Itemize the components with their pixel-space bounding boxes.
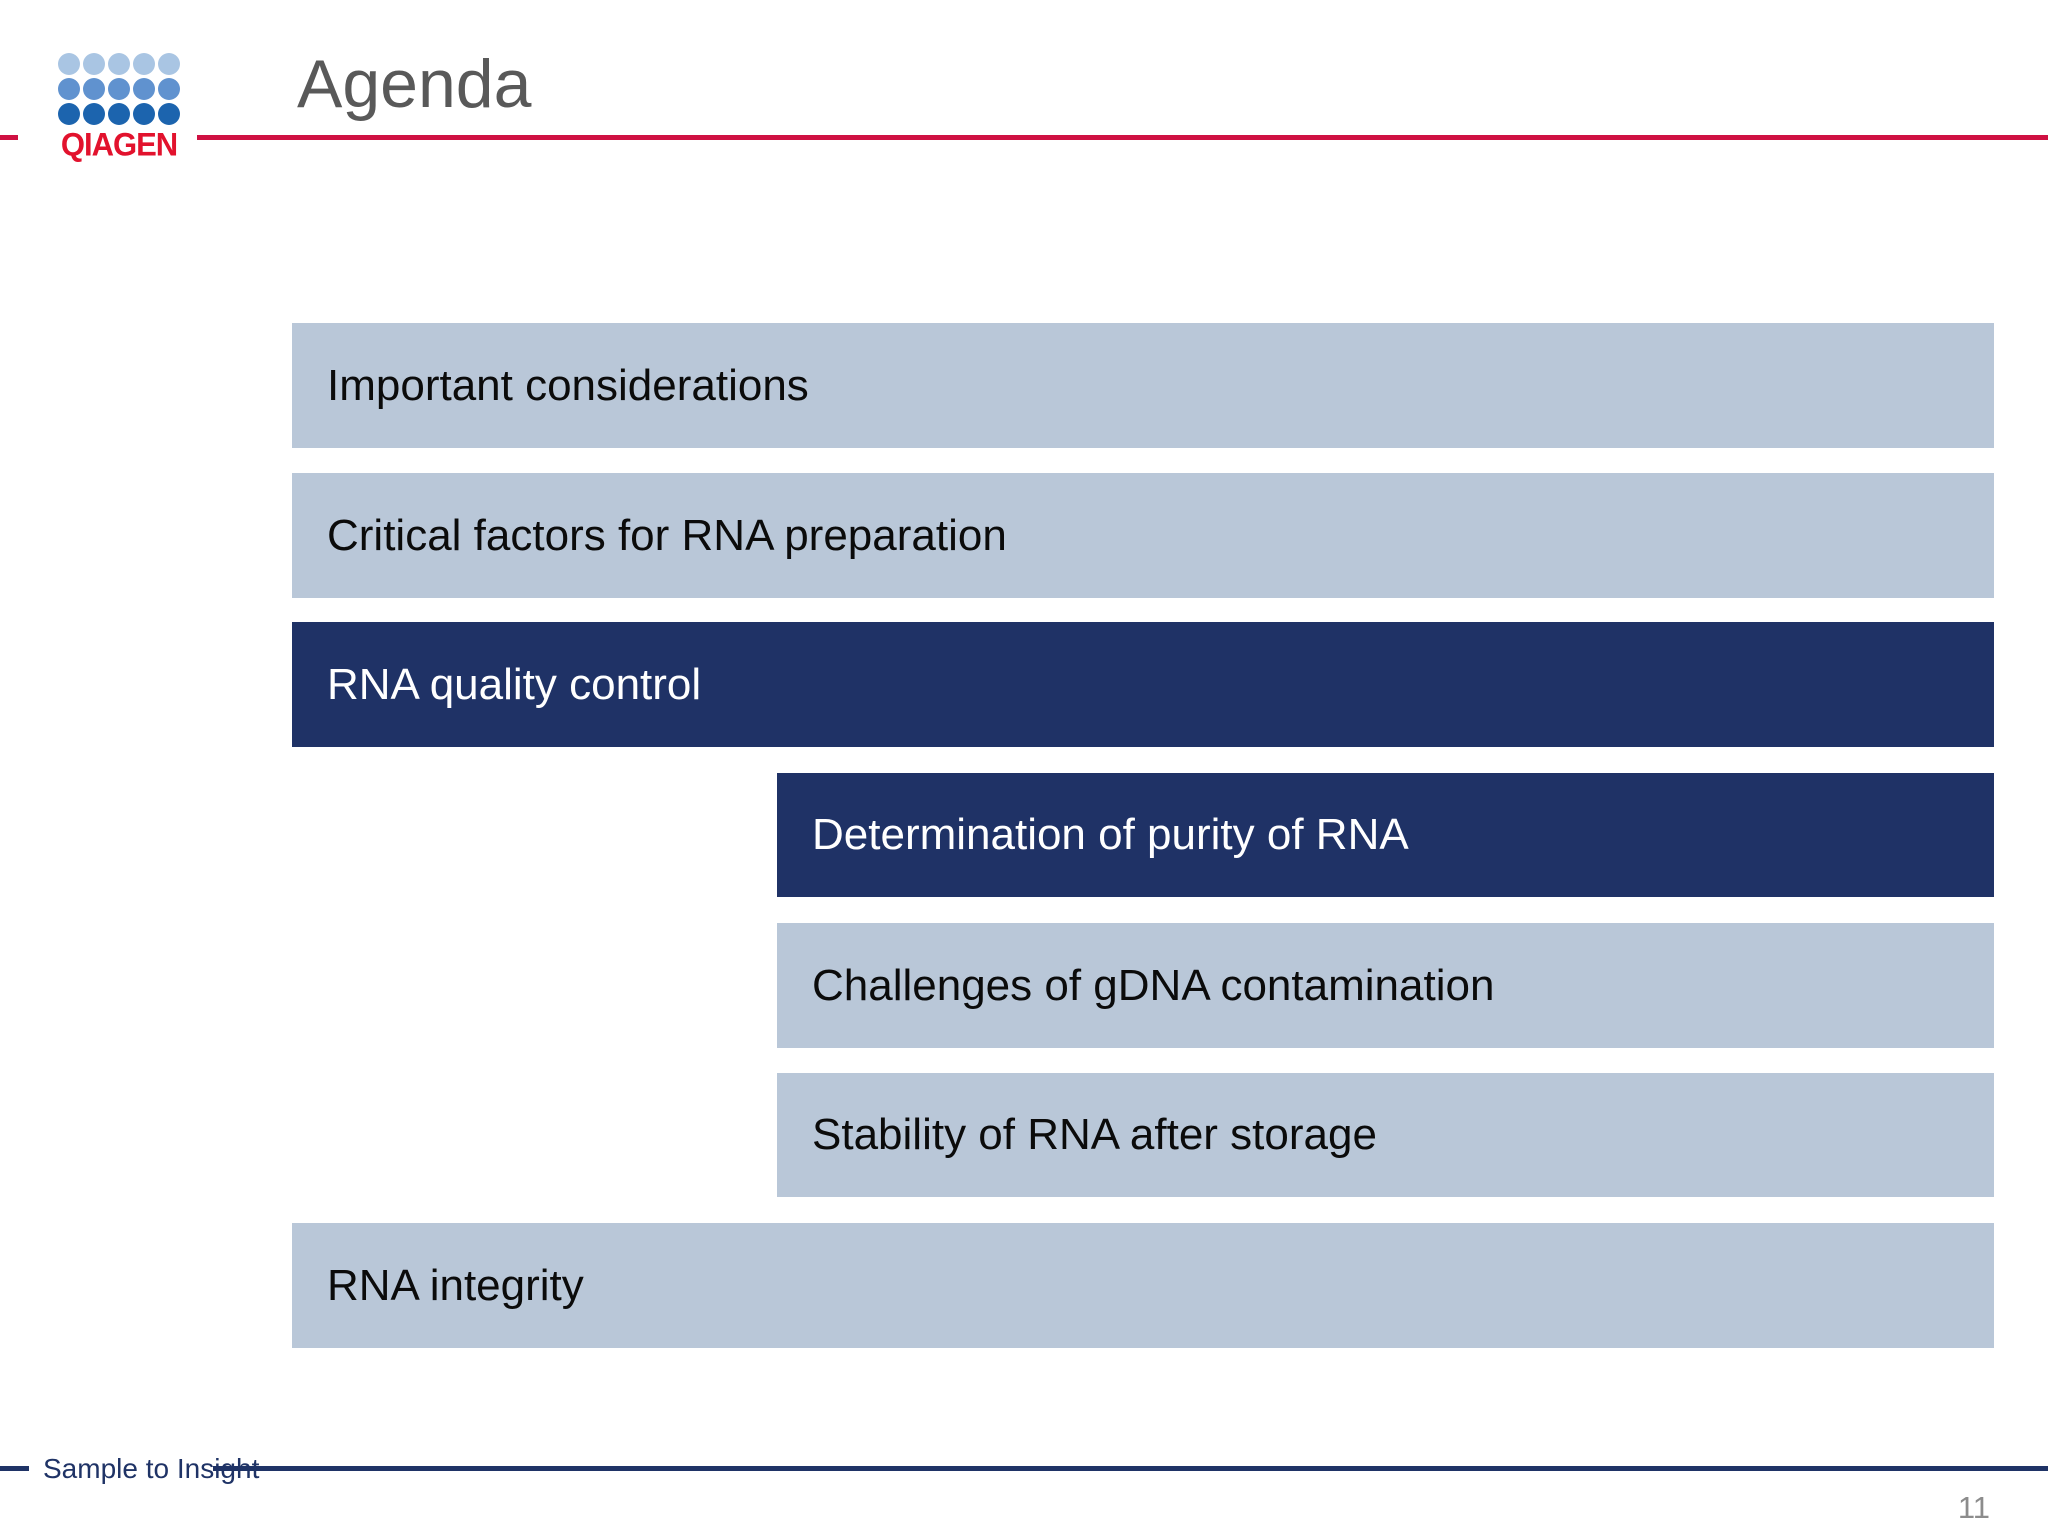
agenda-item-label: RNA quality control	[327, 659, 702, 709]
page-number: 11	[1957, 1490, 1990, 1525]
footer-tagline: Sample to Insight	[43, 1453, 260, 1484]
qiagen-dot-matrix-icon	[57, 53, 181, 125]
agenda-item-rna-integrity: RNA integrity	[292, 1223, 1994, 1348]
header-rule-left-dash	[0, 135, 18, 140]
qiagen-logo: QIAGEN	[57, 53, 181, 163]
qiagen-logo-text: QIAGEN	[60, 126, 178, 163]
agenda-item-label: Challenges of gDNA contamination	[812, 960, 1495, 1010]
agenda-item-rna-quality-control: RNA quality control	[292, 622, 1994, 747]
agenda-item-gdna-contamination: Challenges of gDNA contamination	[777, 923, 1994, 1048]
agenda-item-label: RNA integrity	[327, 1260, 584, 1310]
footer-rule	[213, 1466, 2048, 1471]
header-rule	[197, 135, 2048, 140]
agenda-item-label: Stability of RNA after storage	[812, 1110, 1377, 1159]
page-title: Agenda	[297, 46, 532, 122]
agenda-item-label: Critical factors for RNA preparation	[327, 510, 1007, 560]
agenda-item-determination-of-purity: Determination of purity of RNA	[777, 773, 1994, 897]
agenda-item-critical-factors: Critical factors for RNA preparation	[292, 473, 1994, 598]
footer-rule-left-dash	[0, 1466, 29, 1471]
agenda-item-label: Determination of purity of RNA	[812, 810, 1409, 859]
agenda-item-label: Important considerations	[327, 360, 809, 410]
agenda-item-important-considerations: Important considerations	[292, 323, 1994, 448]
agenda-item-stability-after-storage: Stability of RNA after storage	[777, 1073, 1994, 1197]
